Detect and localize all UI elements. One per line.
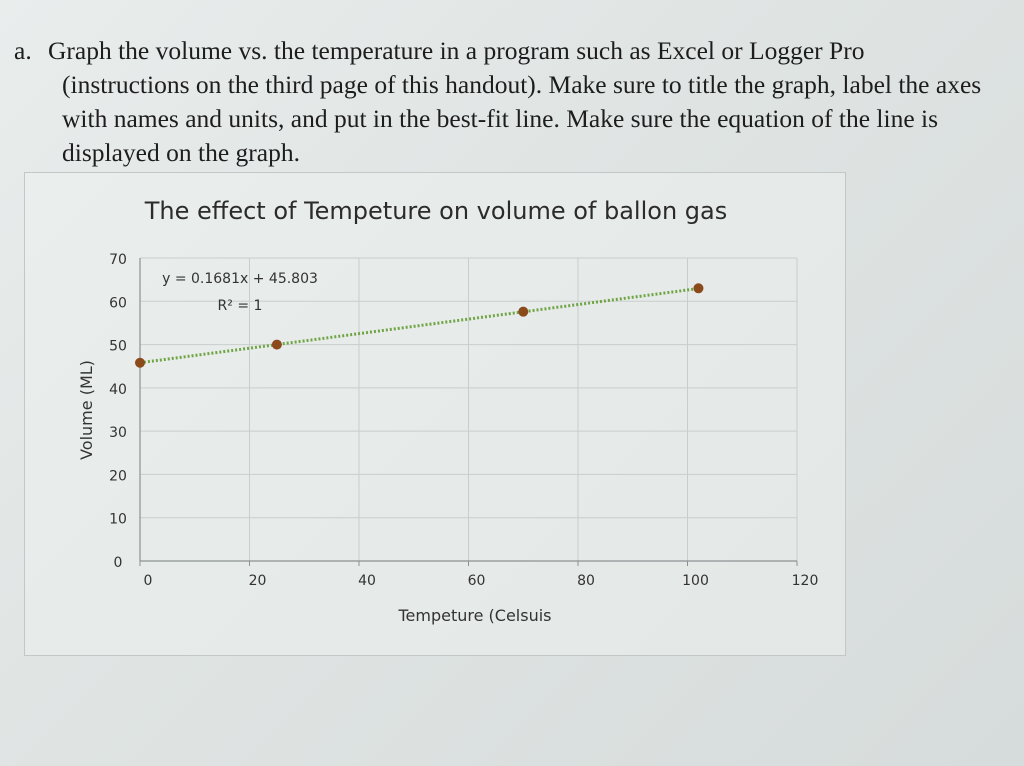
r-squared-label: R² = 1: [218, 298, 263, 314]
y-tick-label: 60: [109, 295, 127, 311]
gridlines: [140, 257, 798, 561]
question-label: a.: [14, 36, 32, 65]
y-axis-title: Volume (ML): [77, 360, 96, 460]
x-tick-label: 20: [249, 573, 267, 589]
data-point: [135, 357, 145, 368]
y-tick-label: 50: [109, 339, 127, 355]
data-point: [518, 306, 529, 317]
instructions-body: (instructions on the third page of this …: [62, 70, 982, 167]
y-tick-label: 40: [109, 382, 127, 398]
x-tick-label: 40: [358, 573, 376, 589]
x-tick-label: 80: [577, 573, 595, 589]
x-axis-title: Tempeture (Celsuis: [397, 606, 551, 625]
data-points: [135, 283, 704, 368]
chart-title: The effect of Tempeture on volume of bal…: [144, 197, 727, 225]
y-tick-label: 10: [109, 512, 127, 528]
axes: [139, 258, 798, 566]
chart-area: [24, 172, 846, 656]
x-tick-label: 0: [144, 573, 153, 589]
instructions: a. Graph the volume vs. the temperature i…: [14, 34, 1004, 170]
x-tick-label: 100: [682, 573, 709, 589]
y-tick-label: 0: [114, 555, 123, 571]
data-point: [693, 283, 704, 294]
x-tick-labels: 0 20 40 60 80 100 120: [144, 573, 819, 589]
y-tick-labels: 0 10 20 30 40 50 60 70: [109, 252, 127, 571]
trendline: [139, 287, 699, 365]
y-tick-label: 20: [109, 468, 127, 484]
y-tick-label: 30: [109, 425, 127, 441]
y-tick-label: 70: [109, 252, 127, 268]
x-tick-label: 60: [468, 573, 486, 589]
data-point: [271, 339, 282, 350]
instructions-line-1: a. Graph the volume vs. the temperature i…: [14, 34, 1004, 68]
trendline-equation: y = 0.1681x + 45.803: [162, 271, 318, 287]
x-tick-label: 120: [792, 573, 819, 589]
